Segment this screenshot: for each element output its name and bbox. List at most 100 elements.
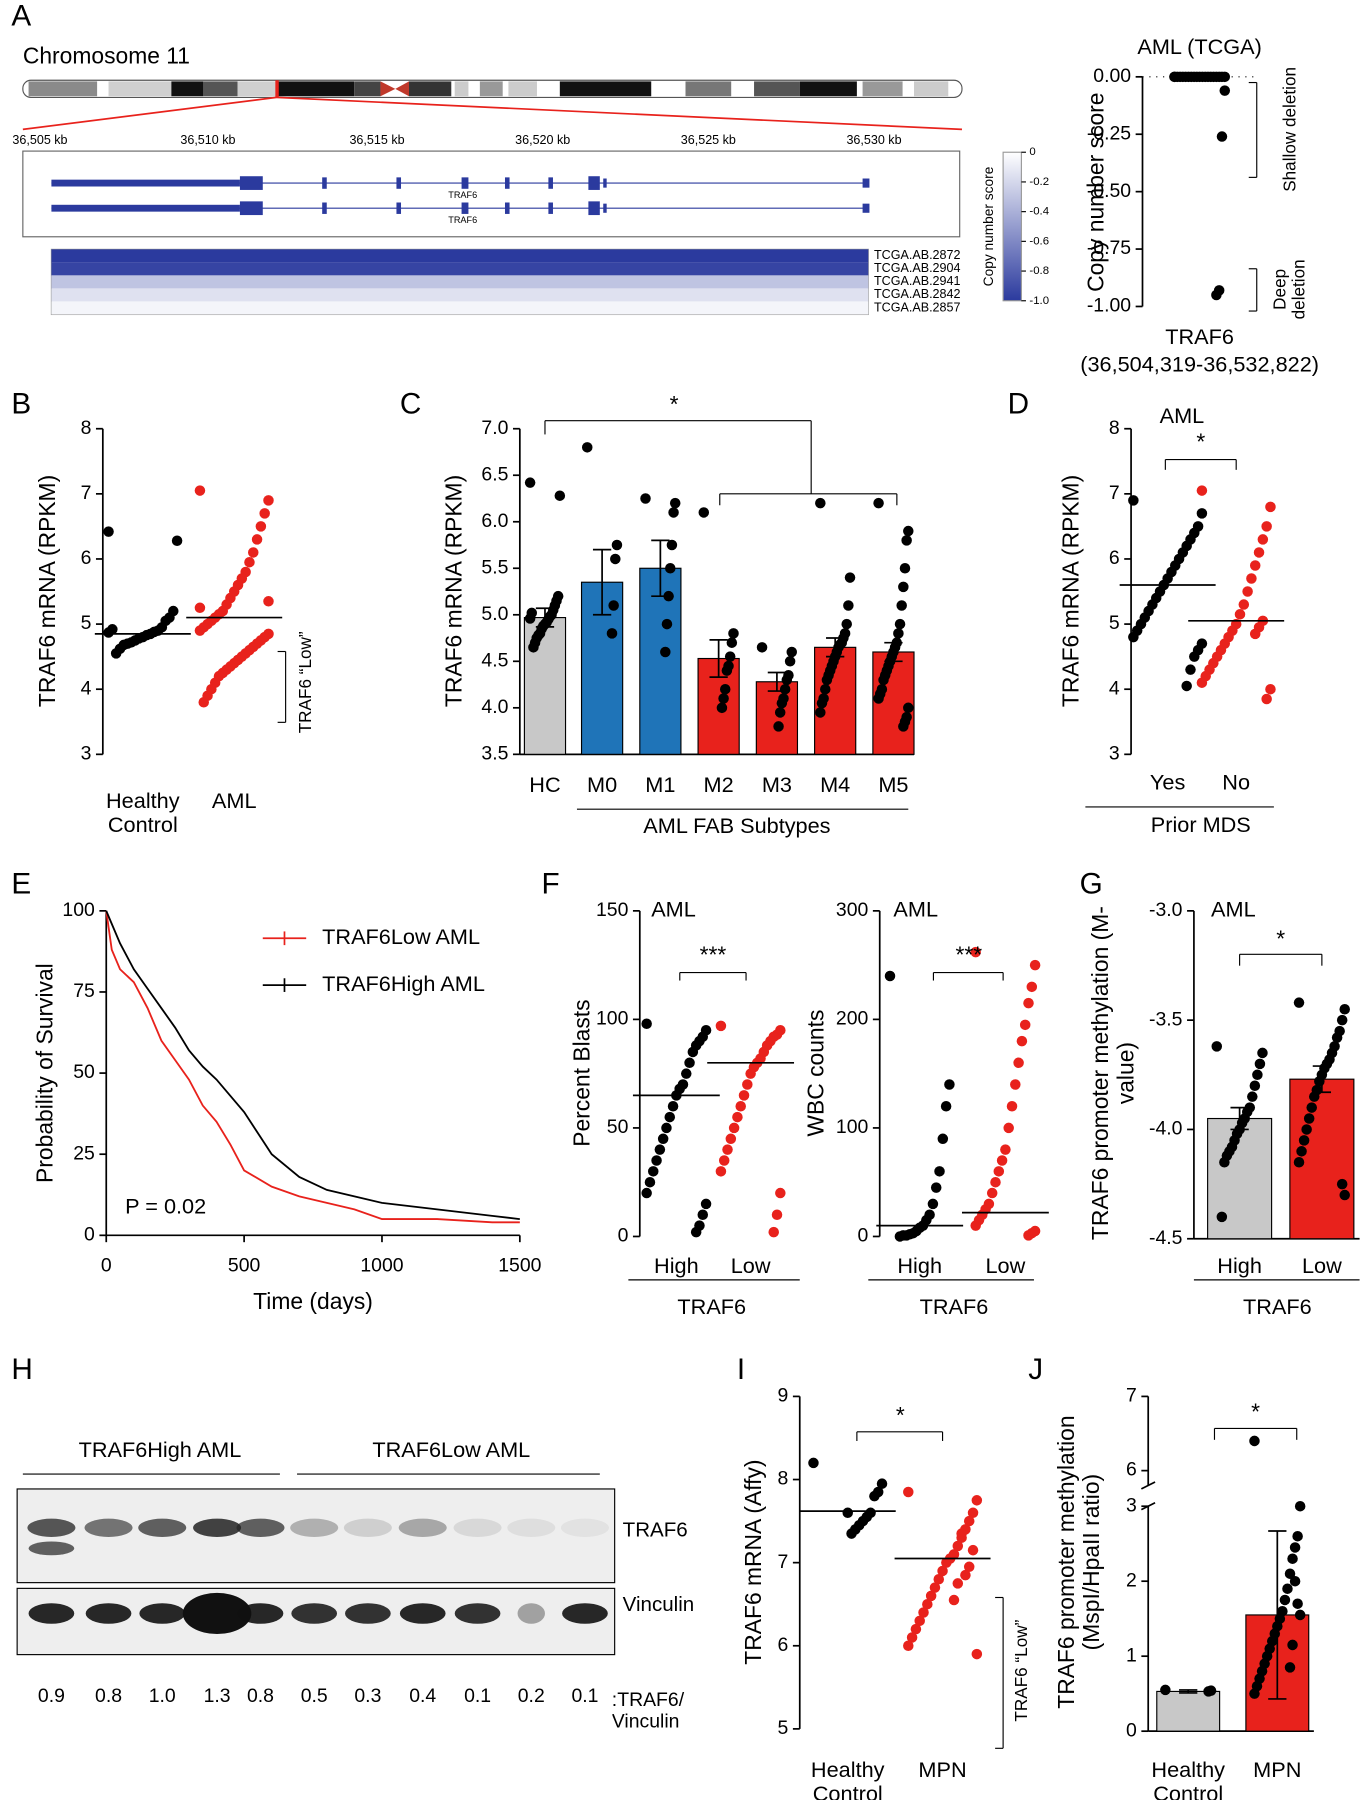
y-axis-label: TRAF6 promoter methylation (MspI/HpaII r…	[1054, 1415, 1105, 1708]
x-tick-label: M4	[820, 774, 851, 799]
data-point	[722, 1144, 733, 1155]
centromere	[380, 81, 396, 97]
legend-label: TRAF6Low AML	[322, 924, 480, 949]
data-point	[898, 721, 909, 732]
y-axis-label: TRAF6 mRNA (RPKM)	[35, 475, 60, 707]
data-point	[1336, 1014, 1348, 1026]
data-point	[610, 553, 621, 565]
ideogram-band	[799, 81, 857, 97]
ideogram-band	[479, 81, 503, 97]
data-point	[1293, 1156, 1305, 1168]
data-point	[742, 1079, 753, 1090]
data-point	[251, 534, 263, 545]
x-tick-label: High	[897, 1255, 943, 1280]
y-tick-label: 7	[1126, 1385, 1137, 1407]
data-point	[970, 946, 981, 958]
data-point	[718, 693, 729, 704]
data-point	[110, 648, 122, 659]
y-tick-label: -1.00	[1087, 295, 1131, 317]
blot-band	[291, 1603, 338, 1624]
data-point	[1010, 1079, 1021, 1090]
data-point	[1029, 959, 1041, 971]
x-axis-label: TRAF6	[677, 1294, 746, 1319]
y-axis-label: WBC counts	[804, 1010, 829, 1137]
heatmap-cell	[51, 275, 869, 289]
survival-curve	[105, 910, 520, 1224]
data-point	[687, 1046, 699, 1058]
data-point	[1303, 1113, 1315, 1124]
y-tick-label: 300	[836, 899, 869, 921]
colorbar-label: Copy number score	[981, 167, 997, 287]
data-point	[1160, 1684, 1171, 1696]
data-point	[1339, 1003, 1350, 1015]
exon	[862, 178, 870, 188]
data-point	[771, 1209, 783, 1221]
data-point	[718, 1155, 730, 1166]
data-point	[524, 613, 536, 624]
panel-label: B	[11, 388, 31, 421]
x-tick-label: M5	[878, 774, 909, 799]
data-point	[1339, 1189, 1350, 1201]
data-point	[611, 539, 623, 551]
data-point	[651, 1155, 662, 1166]
y-tick-label: 5	[1109, 612, 1120, 634]
ideogram-band	[237, 81, 277, 97]
y-tick-label: 7	[1109, 482, 1120, 504]
x-tick-label: Low	[985, 1255, 1026, 1280]
data-point	[816, 697, 828, 709]
kb-label: 36,520 kb	[515, 133, 570, 147]
data-point	[963, 1561, 975, 1573]
x-tick-label: Low	[731, 1255, 771, 1279]
centromere	[395, 81, 410, 97]
data-point	[894, 618, 906, 630]
x-tick-label: Healthy Control	[810, 1758, 885, 1805]
blot-ratio: 0.8	[95, 1685, 122, 1707]
y-tick-label: -0.75	[1087, 237, 1131, 259]
y-tick-label: 7	[81, 482, 92, 504]
data-point	[1282, 1583, 1293, 1594]
data-point	[773, 721, 784, 732]
data-point	[640, 493, 651, 504]
data-point	[1249, 1080, 1261, 1091]
y-axis-label: TRAF6 promoter methylation (M-value)	[1088, 906, 1140, 1241]
data-point	[608, 600, 619, 611]
data-point	[925, 1590, 937, 1602]
data-point	[1216, 1211, 1228, 1223]
y-tick-label: 100	[836, 1116, 869, 1138]
significance: *	[1196, 429, 1205, 455]
y-tick-label: 200	[836, 1008, 869, 1030]
data-point	[1292, 1530, 1303, 1542]
data-point	[171, 535, 183, 546]
blot-row-label: Vinculin	[623, 1593, 695, 1616]
x-tick-label: M2	[703, 774, 734, 799]
x-axis-label: AML FAB Subtypes	[643, 813, 830, 838]
data-point	[668, 507, 679, 518]
blot-band	[560, 1518, 609, 1537]
ideogram-band	[276, 81, 355, 97]
significance: *	[1276, 926, 1285, 952]
kb-label: 36,515 kb	[349, 133, 404, 147]
y-tick-label: 0	[84, 1223, 95, 1245]
x-tick-label: M1	[645, 774, 675, 798]
data-point	[963, 1515, 975, 1527]
panel-title: AML	[1160, 403, 1205, 428]
data-point	[1026, 981, 1038, 993]
y-tick-label: 7.0	[481, 417, 508, 439]
data-point	[1249, 628, 1261, 640]
colorbar-tick-label: -0.6	[1029, 235, 1049, 247]
data-point	[821, 674, 833, 686]
data-point	[198, 696, 210, 708]
x-tick-label: TRAF6	[1165, 326, 1234, 350]
y-axis-label: Percent Blasts	[570, 999, 595, 1146]
exon	[588, 176, 600, 190]
data-point	[1128, 495, 1139, 506]
data-point	[725, 1133, 737, 1145]
data-point	[910, 1623, 922, 1635]
x-tick-label: High	[654, 1255, 699, 1279]
y-tick-label: 4	[81, 677, 92, 699]
blot-band	[182, 1592, 252, 1635]
data-point	[1234, 609, 1246, 620]
data-point	[901, 535, 912, 546]
data-point	[903, 702, 914, 714]
ideogram-band	[203, 81, 238, 97]
